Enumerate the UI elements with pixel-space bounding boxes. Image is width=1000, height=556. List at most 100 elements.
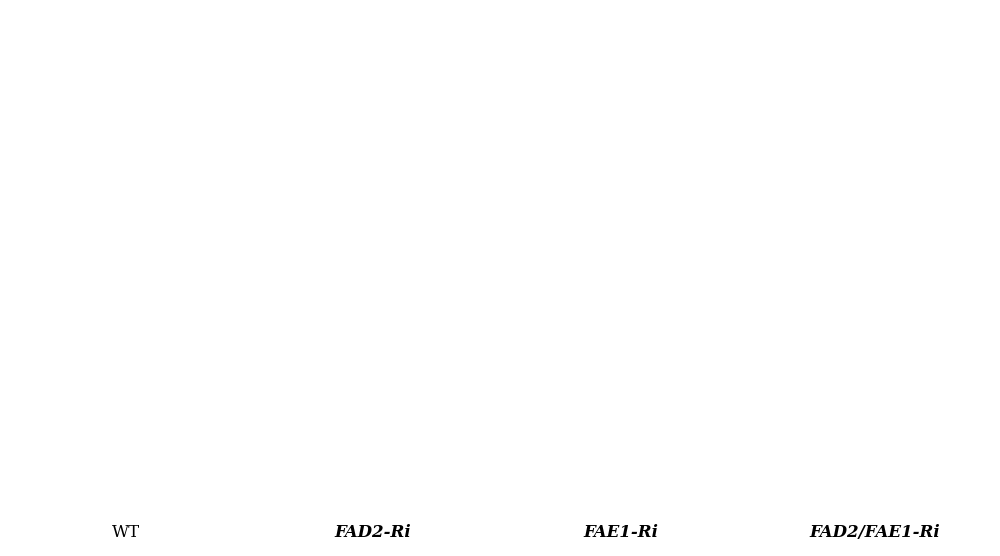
Point — [98, 341, 114, 350]
Point — [12, 299, 28, 308]
Point — [345, 46, 361, 55]
Point — [46, 433, 62, 441]
Point — [50, 297, 66, 306]
Point — [171, 196, 187, 205]
Point — [865, 351, 881, 360]
Point — [822, 116, 838, 125]
Point — [424, 469, 440, 478]
Point — [185, 359, 201, 368]
Point — [813, 478, 829, 486]
Point — [704, 275, 720, 284]
Point — [924, 97, 940, 106]
Point — [49, 361, 65, 370]
Point — [78, 68, 94, 77]
Point — [87, 457, 103, 466]
Point — [806, 332, 822, 341]
Point — [306, 32, 322, 41]
Point — [707, 365, 723, 374]
Point — [31, 14, 47, 23]
Point — [632, 289, 648, 298]
Point — [943, 223, 959, 232]
Point — [691, 362, 707, 371]
Point — [890, 88, 906, 97]
Point — [688, 369, 704, 378]
Point — [708, 121, 724, 130]
Point — [767, 61, 783, 70]
Point — [99, 387, 115, 396]
Point — [951, 217, 967, 226]
Point — [480, 432, 496, 441]
Point — [846, 231, 862, 240]
Point — [574, 267, 590, 276]
Point — [440, 454, 456, 463]
Point — [528, 210, 544, 219]
Point — [547, 43, 563, 52]
Point — [210, 202, 226, 211]
Point — [541, 474, 557, 483]
Point — [798, 53, 814, 62]
Point — [161, 177, 177, 186]
Point — [251, 174, 267, 183]
Point — [812, 409, 828, 418]
Point — [388, 332, 404, 341]
Point — [691, 241, 707, 250]
Point — [13, 329, 29, 338]
Point — [0, 418, 13, 427]
Point — [798, 130, 814, 138]
Point — [43, 140, 59, 149]
Point — [212, 493, 228, 502]
Point — [223, 416, 239, 425]
Point — [949, 136, 965, 145]
Point — [878, 81, 894, 90]
Point — [774, 310, 790, 319]
Point — [40, 140, 56, 148]
Point — [856, 24, 872, 33]
Point — [236, 354, 252, 363]
Point — [926, 141, 942, 150]
Point — [505, 251, 521, 260]
Point — [424, 320, 440, 329]
Point — [303, 41, 319, 50]
Point — [435, 215, 451, 224]
Point — [506, 450, 522, 459]
Point — [888, 500, 904, 509]
Point — [231, 187, 247, 196]
Point — [678, 480, 694, 489]
Point — [691, 88, 707, 97]
Point — [840, 164, 856, 173]
Point — [336, 255, 352, 264]
Point — [956, 172, 972, 181]
Point — [708, 442, 724, 451]
Point — [909, 449, 925, 458]
Point — [286, 81, 302, 90]
Point — [143, 385, 159, 394]
Point — [695, 152, 711, 161]
Point — [508, 42, 524, 51]
Point — [370, 485, 386, 494]
Point — [331, 362, 347, 371]
Point — [91, 86, 107, 95]
Point — [782, 204, 798, 213]
Point — [345, 270, 361, 279]
Point — [643, 424, 659, 433]
Point — [48, 214, 64, 222]
Point — [981, 208, 997, 217]
Point — [352, 386, 368, 395]
Point — [247, 489, 263, 498]
Point — [322, 340, 338, 349]
Point — [38, 362, 54, 371]
Point — [772, 13, 788, 22]
Point — [443, 360, 459, 369]
Point — [373, 103, 389, 112]
Point — [131, 423, 147, 431]
Point — [385, 24, 401, 33]
Point — [856, 461, 872, 470]
Point — [869, 379, 885, 388]
Point — [274, 342, 290, 351]
Point — [653, 156, 669, 165]
Point — [26, 159, 42, 168]
Point — [616, 378, 632, 386]
Point — [721, 344, 737, 353]
Point — [813, 451, 829, 460]
Point — [748, 46, 764, 54]
